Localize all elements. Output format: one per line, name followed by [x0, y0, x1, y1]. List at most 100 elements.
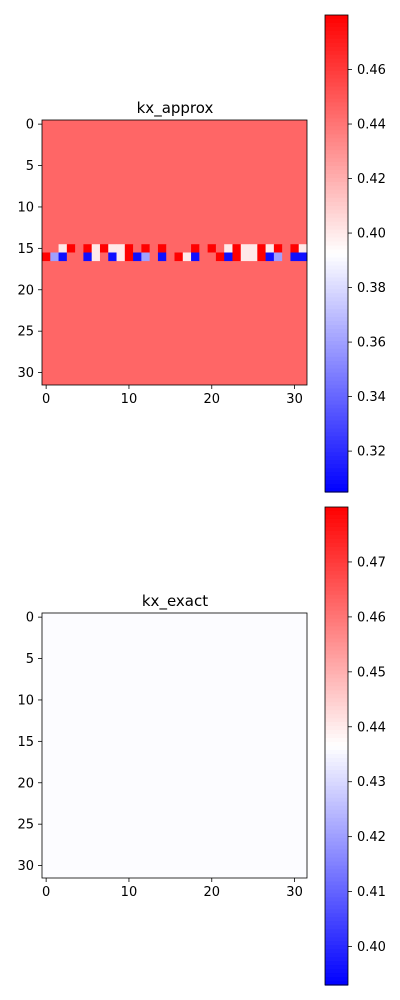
colorbar-tick-label: 0.41 [357, 885, 386, 900]
heatmap-cell [273, 244, 283, 253]
colorbar-segment [325, 570, 348, 576]
colorbar-segment [325, 118, 348, 123]
colorbar-segment [325, 321, 348, 326]
heatmap-cell [265, 244, 275, 253]
colorbar-segment [325, 746, 348, 751]
colorbar-segment [325, 86, 348, 92]
colorbar-segment [325, 174, 348, 179]
colorbar-segment [325, 630, 348, 636]
colorbar-tick-label: 0.46 [357, 63, 386, 78]
heatmap-cell [50, 244, 59, 253]
heatmap-cell [58, 244, 68, 253]
axes-frame [41, 612, 308, 879]
colorbar-segment [325, 582, 348, 588]
colorbar-segment [325, 538, 348, 544]
colorbar-segment [325, 364, 348, 370]
colorbar-segment [325, 94, 348, 100]
colorbar-segment [325, 785, 348, 791]
heatmap-cell [182, 252, 192, 262]
colorbar-segment [325, 961, 348, 966]
colorbar-segment [325, 929, 348, 934]
heatmap-cell [249, 252, 258, 262]
colorbar-segment [325, 484, 348, 489]
heatmap-cell [166, 244, 175, 253]
colorbar-segment [325, 662, 348, 667]
colorbar-segment [325, 686, 348, 691]
colorbar-frame [324, 14, 349, 493]
colorbar-segment [325, 400, 348, 406]
colorbar-segment [325, 945, 348, 950]
colorbar-segment [325, 542, 348, 548]
colorbar-segment [325, 221, 348, 227]
colorbar-segment [325, 130, 348, 135]
colorbar-segment [325, 726, 348, 731]
colorbar-segment [325, 913, 348, 918]
colorbar-segment [325, 249, 348, 255]
colorbar-segment [325, 30, 348, 36]
colorbar-segment [325, 281, 348, 286]
colorbar-segment [325, 821, 348, 827]
colorbar-segment [325, 618, 348, 624]
colorbar-segment [325, 102, 348, 108]
heatmap-cell [240, 244, 250, 253]
colorbar-segment [325, 969, 348, 974]
heatmap-cell [232, 252, 242, 262]
colorbar-segment [325, 480, 348, 485]
heatmap-cell [282, 244, 291, 253]
heatmap-cell [298, 252, 308, 262]
heatmap-cell [42, 252, 51, 262]
colorbar-tick-label: 0.44 [357, 118, 386, 133]
heatmap-cell [290, 244, 300, 253]
colorbar-segment [325, 546, 348, 552]
colorbar-tick-label: 0.40 [357, 940, 386, 955]
colorbar-segment [325, 424, 348, 429]
colorbar-segment [325, 845, 348, 851]
colorbar-tick-label: 0.34 [357, 390, 386, 405]
colorbar-segment [325, 420, 348, 426]
colorbar-segment [325, 765, 348, 771]
heatmap-cell [207, 244, 217, 253]
colorbar-segment [325, 146, 348, 151]
heatmap-cell [66, 252, 76, 262]
heatmap-cell [249, 244, 258, 253]
colorbar-segment [325, 468, 348, 473]
colorbar-segment [325, 412, 348, 418]
colorbar-segment [325, 666, 348, 671]
heatmap-cell [166, 252, 175, 262]
heatmap-cell [50, 252, 59, 262]
colorbar-segment [325, 448, 348, 453]
colorbar-segment [325, 634, 348, 640]
colorbar-segment [325, 857, 348, 863]
colorbar-segment [325, 352, 348, 358]
colorbar-segment [325, 177, 348, 183]
colorbar-segment [325, 554, 348, 560]
heatmap-cell [199, 252, 208, 262]
colorbar-segment [325, 293, 348, 298]
colorbar-segment [325, 114, 348, 119]
colorbar-segment [325, 877, 348, 883]
colorbar-segment [325, 865, 348, 871]
colorbar-segment [325, 193, 348, 199]
colorbar-segment [325, 416, 348, 422]
colorbar-segment [325, 408, 348, 414]
heatmap-cell [42, 244, 51, 253]
heatmap-cell [273, 252, 283, 262]
x-tick-label: 30 [286, 392, 303, 407]
colorbar-segment [325, 702, 348, 707]
colorbar-segment [325, 949, 348, 954]
colorbar-segment [325, 257, 348, 263]
colorbar-segment [325, 837, 348, 843]
colorbar-segment [325, 925, 348, 930]
colorbar-segment [325, 965, 348, 970]
colorbar-segment [325, 578, 348, 584]
colorbar-segment [325, 42, 348, 48]
colorbar-segment [325, 460, 348, 465]
colorbar-segment [325, 241, 348, 247]
colorbar-segment [325, 921, 348, 926]
colorbar-segment [325, 550, 348, 556]
colorbar-segment [325, 464, 348, 469]
colorbar-segment [325, 54, 348, 60]
colorbar-segment [325, 181, 348, 187]
colorbar-segment [325, 813, 348, 819]
colorbar-segment [325, 344, 348, 350]
